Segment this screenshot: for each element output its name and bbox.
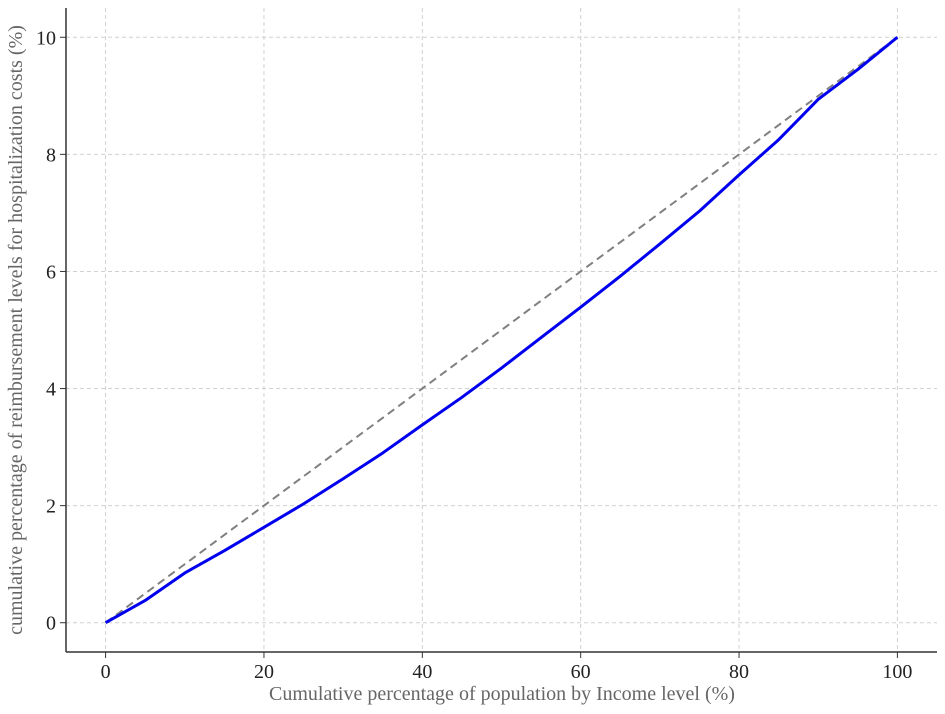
x-tick-label: 20 <box>254 661 274 683</box>
line-series <box>104 36 899 624</box>
x-tick-label: 60 <box>571 661 591 683</box>
y-tick-label: 10 <box>36 27 56 49</box>
y-tick-label: 6 <box>46 261 56 283</box>
y-tick-label: 4 <box>46 379 56 401</box>
y-tick-label: 8 <box>46 144 56 166</box>
line-series <box>104 36 899 625</box>
x-tick-label: 100 <box>882 661 912 683</box>
x-tick-label: 0 <box>101 661 111 683</box>
x-axis-label: Cumulative percentage of population by I… <box>269 683 735 705</box>
y-axis-label: cumulative percentage of reimbursement l… <box>5 25 27 635</box>
y-tick-label: 2 <box>46 496 56 518</box>
x-tick-label: 40 <box>412 661 432 683</box>
x-tick-label: 80 <box>729 661 749 683</box>
y-tick-label: 0 <box>46 613 56 635</box>
